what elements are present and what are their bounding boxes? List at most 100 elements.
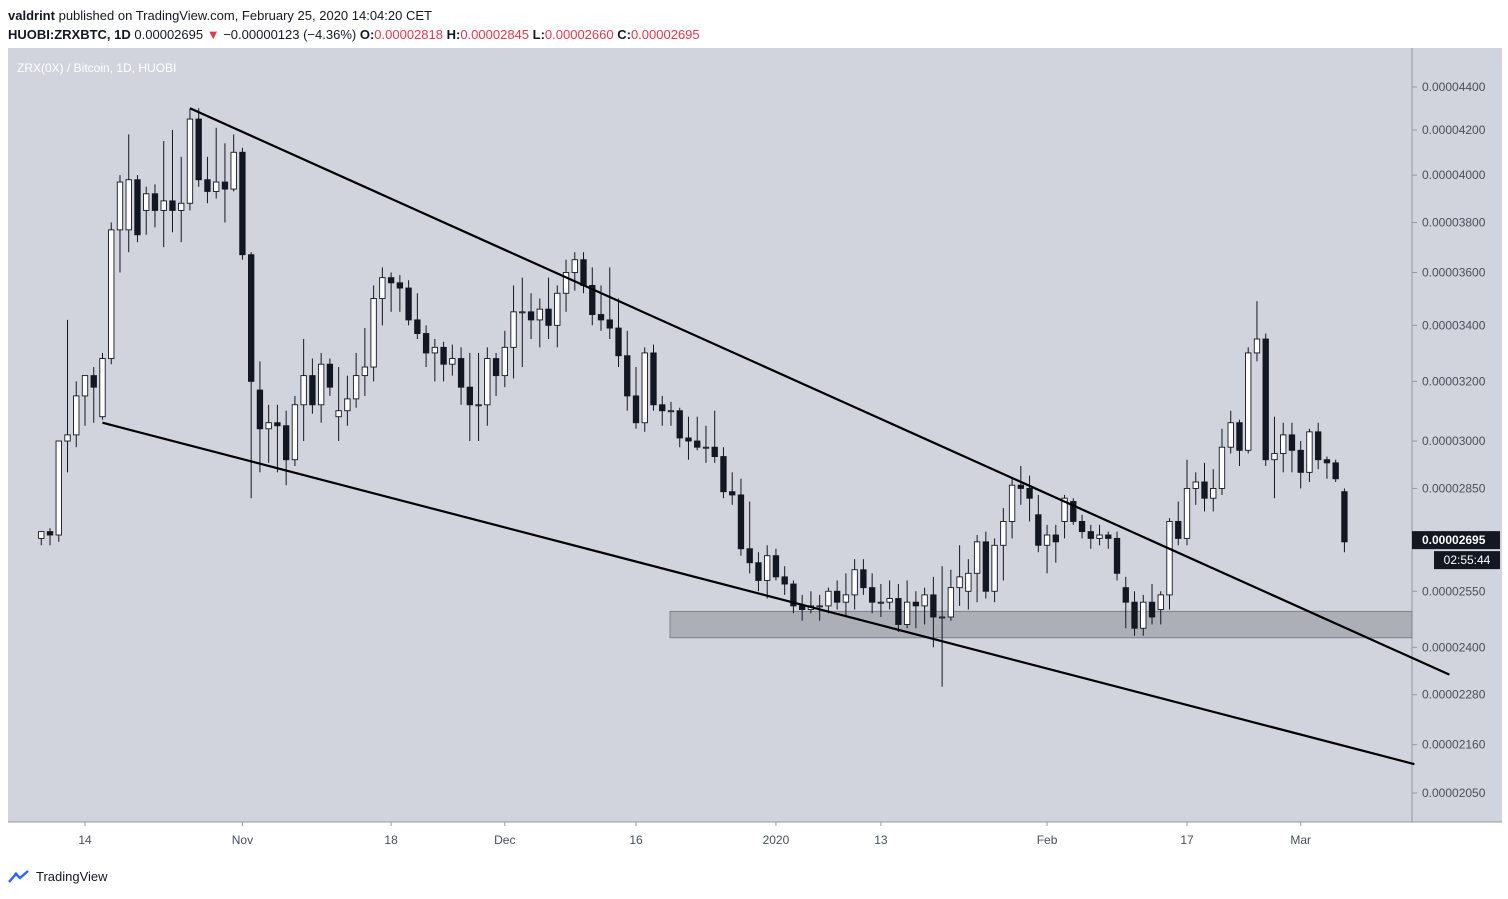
candle-body[interactable] xyxy=(536,308,543,321)
candle-body[interactable] xyxy=(1157,594,1164,611)
candle-body[interactable] xyxy=(702,446,710,449)
candle-body[interactable] xyxy=(1096,534,1103,539)
candle-body[interactable] xyxy=(510,311,517,348)
price-axis-area[interactable] xyxy=(1412,48,1502,822)
candle-body[interactable] xyxy=(405,287,412,321)
candle-body[interactable] xyxy=(685,437,692,442)
candle-body[interactable] xyxy=(842,594,850,603)
candle-body[interactable] xyxy=(650,352,657,406)
candle-body[interactable] xyxy=(938,616,946,619)
candle-body[interactable] xyxy=(1140,601,1147,629)
candle-body[interactable] xyxy=(370,298,377,368)
candle-body[interactable] xyxy=(213,181,220,192)
candle-body[interactable] xyxy=(1306,431,1313,473)
candle-body[interactable] xyxy=(1078,521,1086,533)
candle-body[interactable] xyxy=(930,594,937,618)
candle-body[interactable] xyxy=(781,576,788,585)
candle-body[interactable] xyxy=(597,314,605,321)
candle-body[interactable] xyxy=(659,404,666,412)
candle-body[interactable] xyxy=(335,410,342,418)
candle-body[interactable] xyxy=(1122,587,1129,603)
candle-body[interactable] xyxy=(589,284,596,315)
candle-body[interactable] xyxy=(239,151,246,256)
candle-body[interactable] xyxy=(571,259,578,273)
candle-body[interactable] xyxy=(1131,601,1138,629)
candle-body[interactable] xyxy=(694,440,701,448)
candle-body[interactable] xyxy=(414,319,421,334)
candle-body[interactable] xyxy=(204,179,211,192)
candle-body[interactable] xyxy=(947,587,955,618)
candle-body[interactable] xyxy=(764,555,771,581)
candle-body[interactable] xyxy=(151,193,159,211)
candle-body[interactable] xyxy=(422,333,430,354)
candle-body[interactable] xyxy=(440,346,447,365)
trendline[interactable] xyxy=(189,107,1450,676)
candle-body[interactable] xyxy=(825,590,832,607)
candle-body[interactable] xyxy=(317,363,325,406)
candle-body[interactable] xyxy=(64,434,71,442)
candle-body[interactable] xyxy=(160,200,167,211)
candle-body[interactable] xyxy=(178,202,185,211)
candle-body[interactable] xyxy=(457,358,465,388)
candle-body[interactable] xyxy=(895,598,902,625)
candle-body[interactable] xyxy=(1280,434,1287,454)
candle-body[interactable] xyxy=(720,456,727,493)
candle-body[interactable] xyxy=(1000,521,1007,546)
candle-body[interactable] xyxy=(851,569,858,596)
candle-body[interactable] xyxy=(230,151,237,190)
candle-body[interactable] xyxy=(1332,462,1339,480)
candle-body[interactable] xyxy=(466,386,473,406)
footer-brand[interactable]: TradingView xyxy=(8,869,108,884)
candle-body[interactable] xyxy=(527,311,535,321)
candle-body[interactable] xyxy=(903,601,911,625)
candle-body[interactable] xyxy=(1192,481,1199,489)
candle-body[interactable] xyxy=(1227,422,1234,448)
candle-body[interactable] xyxy=(300,375,307,406)
candle-body[interactable] xyxy=(1017,484,1024,489)
candle-body[interactable] xyxy=(755,562,762,581)
candle-body[interactable] xyxy=(737,494,745,550)
candle-body[interactable] xyxy=(624,355,631,397)
candle-body[interactable] xyxy=(1288,434,1296,451)
candle-body[interactable] xyxy=(81,375,89,397)
candle-body[interactable] xyxy=(580,259,587,286)
support-zone[interactable] xyxy=(669,610,1413,639)
candle-body[interactable] xyxy=(134,179,141,236)
candle-body[interactable] xyxy=(1070,501,1077,522)
candle-body[interactable] xyxy=(265,422,272,430)
candle-body[interactable] xyxy=(1026,487,1033,499)
trendline[interactable] xyxy=(102,421,1415,766)
candle-body[interactable] xyxy=(1210,487,1217,499)
candle-body[interactable] xyxy=(379,277,386,299)
candle-body[interactable] xyxy=(1113,537,1121,574)
candle-body[interactable] xyxy=(361,366,369,377)
candle-body[interactable] xyxy=(282,425,290,461)
candle-body[interactable] xyxy=(186,118,194,204)
candle-body[interactable] xyxy=(711,446,718,458)
candle-body[interactable] xyxy=(1262,338,1269,461)
candle-body[interactable] xyxy=(676,410,683,439)
candle-body[interactable] xyxy=(1183,487,1191,539)
candle-body[interactable] xyxy=(868,587,876,603)
candle-body[interactable] xyxy=(1061,497,1068,522)
candle-body[interactable] xyxy=(554,292,561,326)
candle-body[interactable] xyxy=(291,404,299,461)
candle-body[interactable] xyxy=(816,605,823,608)
candle-body[interactable] xyxy=(326,363,334,388)
candle-body[interactable] xyxy=(99,358,106,418)
candle-body[interactable] xyxy=(606,319,613,329)
candle-body[interactable] xyxy=(641,352,648,424)
candle-body[interactable] xyxy=(982,541,990,592)
candle-body[interactable] xyxy=(352,375,360,400)
candle-body[interactable] xyxy=(729,491,736,496)
candle-body[interactable] xyxy=(772,555,780,578)
candle-body[interactable] xyxy=(484,358,491,406)
candle-body[interactable] xyxy=(1087,531,1094,539)
candle-body[interactable] xyxy=(274,422,281,427)
candle-body[interactable] xyxy=(387,277,395,284)
candle-body[interactable] xyxy=(790,583,797,607)
candle-body[interactable] xyxy=(1105,534,1112,539)
candle-body[interactable] xyxy=(46,531,54,536)
candle-body[interactable] xyxy=(55,440,62,536)
